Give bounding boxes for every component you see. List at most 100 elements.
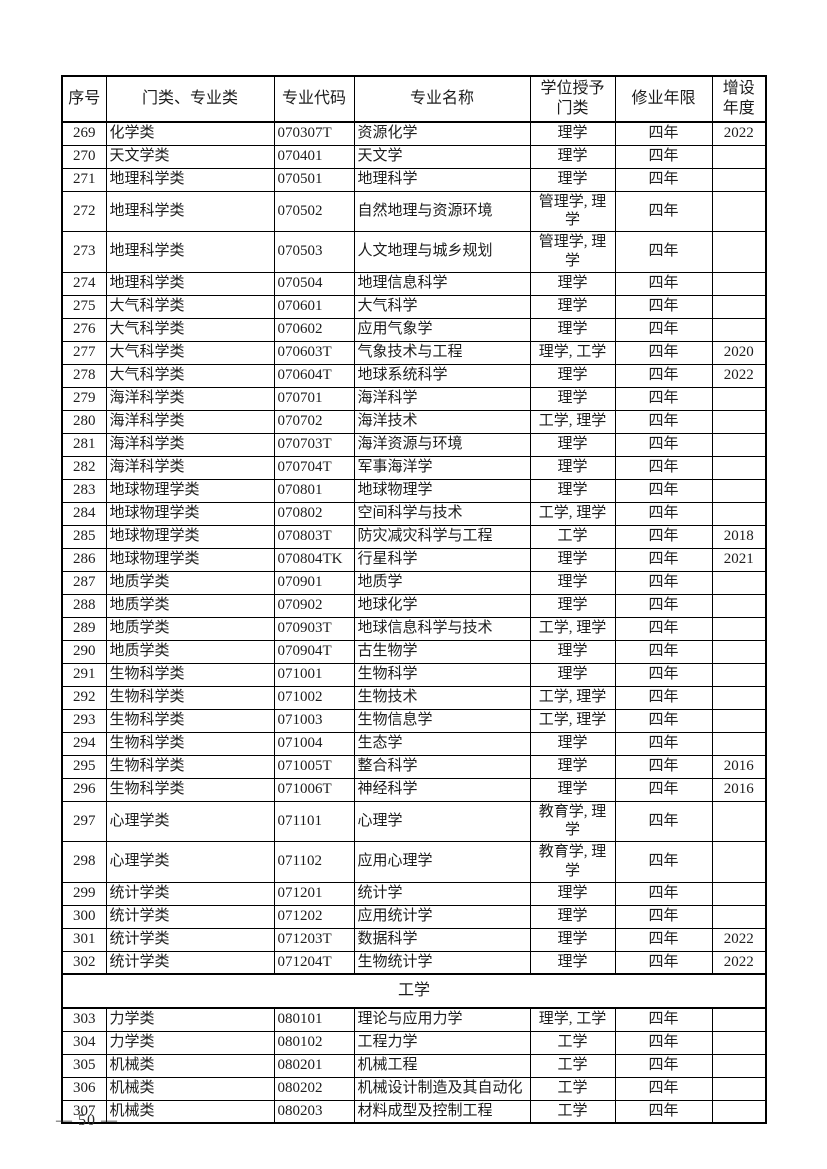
table-row: 304 力学类 080102 工程力学 工学 四年	[61, 1030, 767, 1055]
cell-years: 四年	[614, 777, 713, 802]
cell-added: 2016	[711, 777, 767, 802]
cell-added	[711, 455, 767, 480]
cell-code: 070901	[273, 570, 355, 595]
cell-no: 275	[61, 294, 107, 319]
cell-name: 地球信息科学与技术	[353, 616, 531, 641]
cell-code: 070801	[273, 478, 355, 503]
cell-name: 天文学	[353, 144, 531, 169]
cell-years: 四年	[614, 616, 713, 641]
cell-added	[711, 294, 767, 319]
cell-degree: 理学	[529, 593, 616, 618]
cell-code: 071006T	[273, 777, 355, 802]
cell-degree: 理学	[529, 639, 616, 664]
cell-no: 299	[61, 881, 107, 906]
cell-years: 四年	[614, 841, 713, 883]
cell-degree: 理学, 工学	[529, 1007, 616, 1032]
cell-code: 080201	[273, 1053, 355, 1078]
cell-added	[711, 1076, 767, 1101]
page-number: — 50 —	[56, 1112, 118, 1129]
table-row: 301 统计学类 071203T 数据科学 理学 四年 2022	[61, 927, 767, 952]
cell-code: 071005T	[273, 754, 355, 779]
cell-added	[711, 904, 767, 929]
cell-category: 海洋科学类	[105, 432, 275, 457]
cell-code: 070602	[273, 317, 355, 342]
cell-code: 070804TK	[273, 547, 355, 572]
table-row: 286 地球物理学类 070804TK 行星科学 理学 四年 2021	[61, 547, 767, 572]
cell-no: 290	[61, 639, 107, 664]
cell-name: 防灾减灾科学与工程	[353, 524, 531, 549]
cell-no: 300	[61, 904, 107, 929]
table-row: 280 海洋科学类 070702 海洋技术 工学, 理学 四年	[61, 409, 767, 434]
cell-years: 四年	[614, 662, 713, 687]
column-header-degree: 学位授予 门类	[529, 75, 616, 123]
header-row: 序号 门类、专业类 专业代码 专业名称 学位授予 门类 修业年限 增设 年度	[61, 75, 767, 123]
cell-degree: 理学	[529, 121, 616, 146]
cell-degree: 理学	[529, 570, 616, 595]
cell-category: 大气科学类	[105, 294, 275, 319]
table-row: 298 心理学类 071102 应用心理学 教育学, 理学 四年	[61, 841, 767, 883]
cell-name: 生物技术	[353, 685, 531, 710]
cell-category: 化学类	[105, 121, 275, 146]
table-header: 序号 门类、专业类 专业代码 专业名称 学位授予 门类 修业年限 增设 年度	[61, 75, 767, 123]
column-header-category: 门类、专业类	[105, 75, 275, 123]
cell-category: 生物科学类	[105, 708, 275, 733]
cell-code: 071201	[273, 881, 355, 906]
table-row: 303 力学类 080101 理论与应用力学 理学, 工学 四年	[61, 1007, 767, 1032]
cell-added: 2022	[711, 950, 767, 975]
cell-name: 资源化学	[353, 121, 531, 146]
cell-code: 071203T	[273, 927, 355, 952]
cell-no: 272	[61, 190, 107, 232]
cell-degree: 理学	[529, 950, 616, 975]
cell-code: 070904T	[273, 639, 355, 664]
cell-code: 070803T	[273, 524, 355, 549]
cell-no: 297	[61, 800, 107, 842]
cell-no: 295	[61, 754, 107, 779]
cell-degree: 理学	[529, 386, 616, 411]
cell-added	[711, 685, 767, 710]
cell-name: 人文地理与城乡规划	[353, 231, 531, 273]
cell-added	[711, 478, 767, 503]
cell-name: 地理科学	[353, 167, 531, 192]
cell-name: 整合科学	[353, 754, 531, 779]
table-row: 293 生物科学类 071003 生物信息学 工学, 理学 四年	[61, 708, 767, 733]
cell-degree: 理学	[529, 904, 616, 929]
cell-added: 2022	[711, 927, 767, 952]
cell-degree: 理学	[529, 294, 616, 319]
cell-name: 地球系统科学	[353, 363, 531, 388]
cell-degree: 理学	[529, 547, 616, 572]
table-row: 292 生物科学类 071002 生物技术 工学, 理学 四年	[61, 685, 767, 710]
cell-years: 四年	[614, 271, 713, 296]
cell-added	[711, 144, 767, 169]
cell-name: 统计学	[353, 881, 531, 906]
cell-category: 地球物理学类	[105, 547, 275, 572]
table-row: 296 生物科学类 071006T 神经科学 理学 四年 2016	[61, 777, 767, 802]
cell-years: 四年	[614, 190, 713, 232]
cell-name: 应用统计学	[353, 904, 531, 929]
cell-name: 自然地理与资源环境	[353, 190, 531, 232]
cell-added	[711, 570, 767, 595]
cell-no: 294	[61, 731, 107, 756]
cell-category: 海洋科学类	[105, 409, 275, 434]
cell-degree: 理学	[529, 317, 616, 342]
cell-degree: 工学, 理学	[529, 501, 616, 526]
cell-name: 生态学	[353, 731, 531, 756]
cell-years: 四年	[614, 317, 713, 342]
table-row: 295 生物科学类 071005T 整合科学 理学 四年 2016	[61, 754, 767, 779]
column-header-added: 增设 年度	[711, 75, 767, 123]
cell-years: 四年	[614, 455, 713, 480]
cell-name: 地球物理学	[353, 478, 531, 503]
cell-code: 071004	[273, 731, 355, 756]
cell-no: 291	[61, 662, 107, 687]
cell-name: 工程力学	[353, 1030, 531, 1055]
cell-years: 四年	[614, 754, 713, 779]
cell-code: 070903T	[273, 616, 355, 641]
table-row: 289 地质学类 070903T 地球信息科学与技术 工学, 理学 四年	[61, 616, 767, 641]
cell-degree: 理学	[529, 363, 616, 388]
cell-degree: 理学	[529, 662, 616, 687]
table-row: 270 天文学类 070401 天文学 理学 四年	[61, 144, 767, 169]
cell-category: 生物科学类	[105, 754, 275, 779]
cell-category: 生物科学类	[105, 685, 275, 710]
cell-no: 269	[61, 121, 107, 146]
cell-code: 070502	[273, 190, 355, 232]
cell-degree: 理学	[529, 881, 616, 906]
